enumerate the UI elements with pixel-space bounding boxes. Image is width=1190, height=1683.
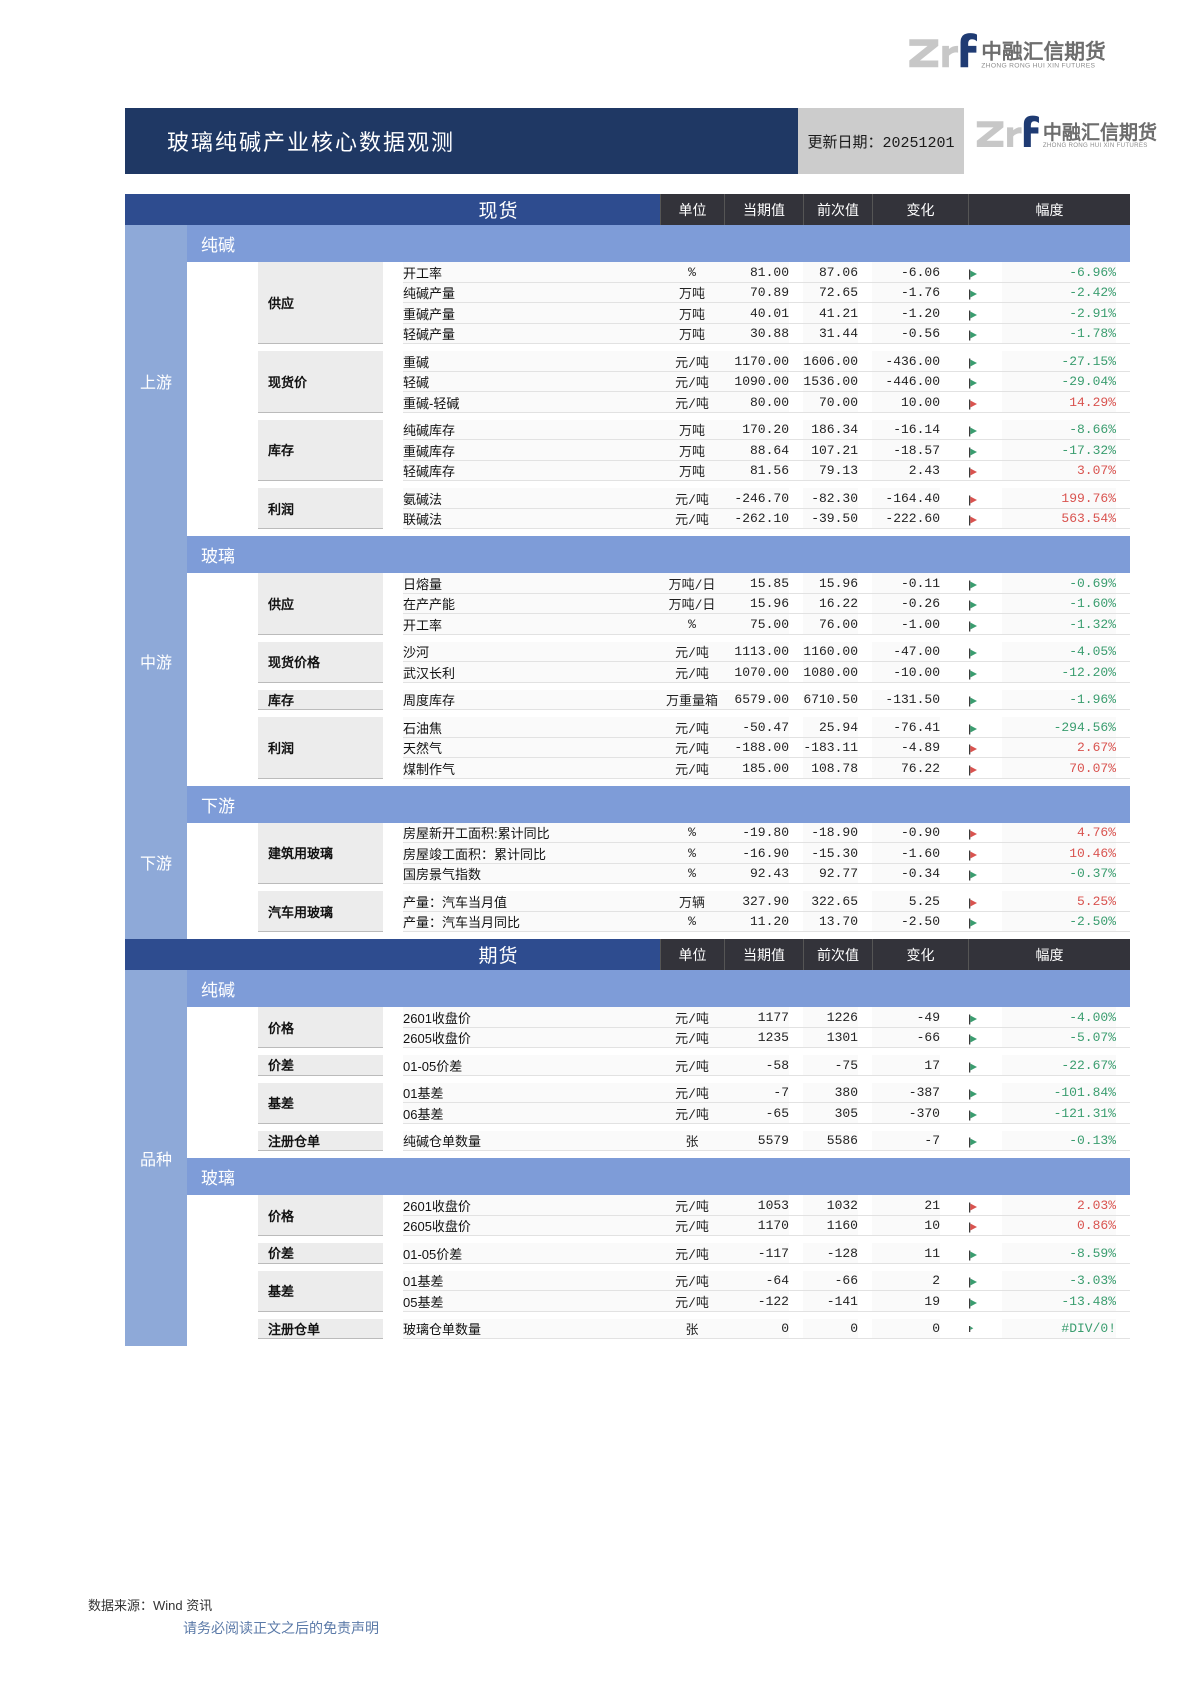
svg-text:中融汇信期货: 中融汇信期货	[1043, 121, 1157, 144]
svg-text:ZHONG RONG HUI XIN FUTURES: ZHONG RONG HUI XIN FUTURES	[981, 62, 1095, 69]
svg-text:ZHONG RONG HUI XIN FUTURES: ZHONG RONG HUI XIN FUTURES	[1043, 142, 1148, 149]
svg-text:中融汇信期货: 中融汇信期货	[981, 39, 1106, 63]
